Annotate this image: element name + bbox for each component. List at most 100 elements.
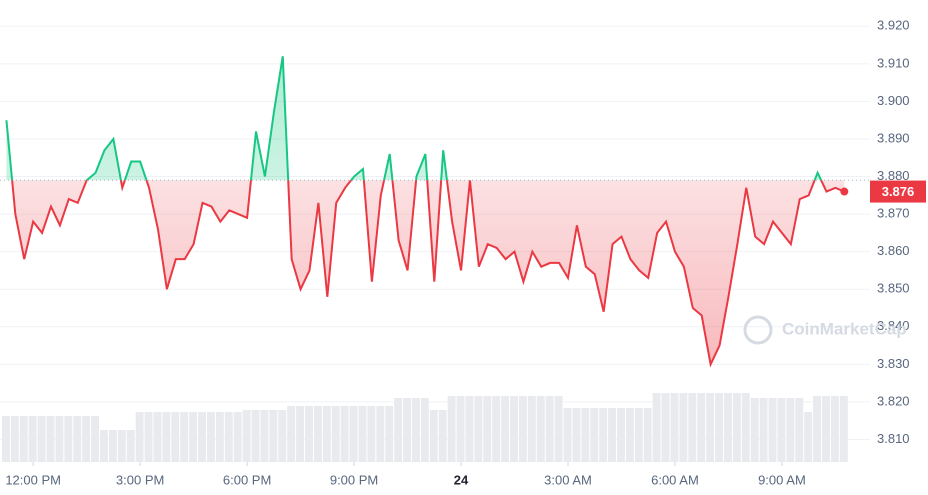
volume-bar bbox=[224, 412, 233, 462]
y-tick-label: 3.870 bbox=[877, 206, 910, 221]
volume-bar bbox=[215, 412, 224, 462]
volume-bar bbox=[331, 406, 340, 462]
volume-bar bbox=[287, 406, 296, 462]
volume-bar bbox=[518, 396, 527, 462]
y-tick-label: 3.830 bbox=[877, 356, 910, 371]
y-tick-label: 3.920 bbox=[877, 18, 910, 33]
volume-bar bbox=[563, 408, 572, 462]
price-line-down bbox=[11, 180, 845, 368]
y-tick-label: 3.840 bbox=[877, 318, 910, 333]
volume-bar bbox=[82, 416, 91, 462]
volume-bar bbox=[55, 416, 64, 462]
volume-bar bbox=[394, 398, 403, 462]
last-point bbox=[840, 187, 849, 196]
volume-bar bbox=[278, 410, 287, 462]
volume-bar bbox=[189, 412, 198, 462]
volume-bar bbox=[162, 412, 171, 462]
volume-bar bbox=[233, 412, 242, 462]
volume-bar bbox=[697, 393, 706, 462]
volume-bar bbox=[340, 406, 349, 462]
y-tick-label: 3.820 bbox=[877, 393, 910, 408]
volume-bar bbox=[590, 408, 599, 462]
volume-bar bbox=[37, 416, 46, 462]
volume-bar bbox=[483, 396, 492, 462]
price-tag-label: 3.876 bbox=[882, 184, 915, 199]
volume-bar bbox=[545, 396, 554, 462]
volume-bar bbox=[634, 408, 643, 462]
volume-bar bbox=[260, 410, 269, 462]
volume-bar bbox=[91, 416, 100, 462]
volume-bar bbox=[465, 396, 474, 462]
volume-bar bbox=[412, 398, 420, 462]
volume-bar bbox=[759, 398, 768, 462]
volume-bar bbox=[804, 412, 813, 462]
volume-bar bbox=[715, 393, 723, 462]
volume-bar bbox=[679, 393, 688, 462]
x-tick-label: 12:00 PM bbox=[5, 472, 61, 487]
volume-bar bbox=[367, 406, 376, 462]
volume-bar bbox=[706, 393, 715, 462]
volume-bar bbox=[376, 406, 385, 462]
volume-bar bbox=[135, 412, 144, 462]
price-line-up bbox=[5, 56, 823, 181]
price-tag bbox=[870, 180, 926, 203]
volume-bar bbox=[795, 398, 804, 462]
volume-bar bbox=[171, 412, 180, 462]
volume-bar bbox=[786, 398, 795, 462]
volume-bar bbox=[652, 393, 661, 462]
volume-bar bbox=[10, 416, 19, 462]
volume-bar bbox=[581, 408, 590, 462]
volume-bar bbox=[429, 410, 438, 462]
volume-bar bbox=[643, 408, 652, 462]
y-tick-label: 3.880 bbox=[877, 168, 910, 183]
volume-bar bbox=[661, 393, 670, 462]
volume-bar bbox=[349, 406, 358, 462]
volume-bar bbox=[670, 393, 679, 462]
volume-bar bbox=[617, 408, 625, 462]
volume-bar bbox=[510, 396, 518, 462]
volume-bar bbox=[554, 396, 563, 462]
volume-bar bbox=[420, 398, 429, 462]
volume-bar bbox=[108, 430, 117, 462]
volume-bar bbox=[100, 430, 108, 462]
x-tick-label: 6:00 AM bbox=[651, 472, 699, 487]
volume-bar bbox=[456, 396, 465, 462]
volume-bar bbox=[830, 396, 839, 462]
y-tick-label: 3.850 bbox=[877, 281, 910, 296]
volume-bar bbox=[447, 396, 456, 462]
y-tick-label: 3.910 bbox=[877, 55, 910, 70]
volume-bar bbox=[813, 396, 822, 462]
volume-bar bbox=[358, 406, 367, 462]
volume-bar bbox=[750, 398, 759, 462]
volume-bar bbox=[501, 396, 510, 462]
volume-bar bbox=[599, 408, 608, 462]
volume-bar bbox=[608, 408, 617, 462]
x-tick-label: 9:00 AM bbox=[758, 472, 806, 487]
volume-bar bbox=[385, 406, 394, 462]
volume-bar bbox=[723, 393, 732, 462]
area-down bbox=[6, 180, 845, 365]
volume-bar bbox=[144, 412, 153, 462]
x-tick-label: 6:00 PM bbox=[223, 472, 271, 487]
x-tick-label: 3:00 PM bbox=[116, 472, 164, 487]
volume-bar bbox=[741, 393, 750, 462]
volume-bar bbox=[251, 410, 260, 462]
x-tick-label: 3:00 AM bbox=[544, 472, 592, 487]
volume-bar bbox=[313, 406, 322, 462]
y-tick-label: 3.860 bbox=[877, 243, 910, 258]
volume-bar bbox=[1, 416, 10, 462]
y-tick-label: 3.890 bbox=[877, 130, 910, 145]
volume-bar bbox=[305, 406, 313, 462]
volume-bar bbox=[269, 410, 278, 462]
volume-bar bbox=[206, 412, 215, 462]
volume-bar bbox=[126, 430, 135, 462]
volume-bar bbox=[180, 412, 189, 462]
volume-bar bbox=[153, 412, 162, 462]
watermark: CoinMarketCap bbox=[782, 319, 907, 338]
volume-bar bbox=[198, 412, 206, 462]
volume-bar bbox=[839, 396, 848, 462]
volume-bar bbox=[438, 410, 447, 462]
volume-bar bbox=[64, 416, 73, 462]
volume-bar bbox=[768, 398, 777, 462]
